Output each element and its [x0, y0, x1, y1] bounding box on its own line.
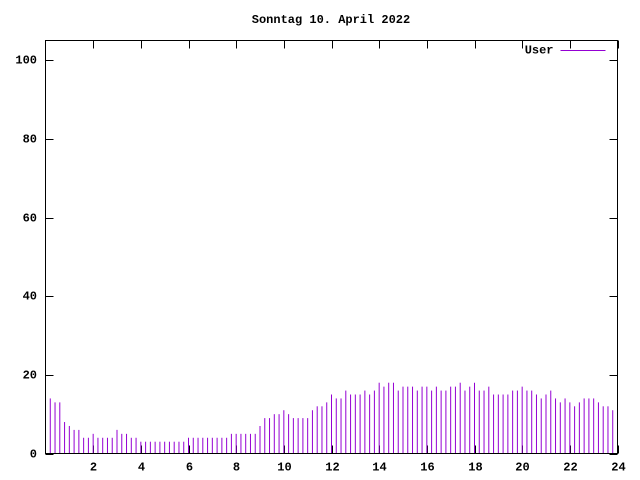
- x-tick-label: 8: [233, 461, 240, 475]
- plot-border: [45, 40, 618, 454]
- x-tick-label: 12: [325, 461, 339, 475]
- legend-label: User: [525, 44, 554, 58]
- x-tick-label: 14: [372, 461, 386, 475]
- x-tick-label: 18: [468, 461, 482, 475]
- y-tick-label: 60: [23, 212, 37, 226]
- x-tick-label: 24: [611, 461, 625, 475]
- x-tick-label: 4: [138, 461, 145, 475]
- y-tick-label: 40: [23, 290, 37, 304]
- y-tick-label: 20: [23, 369, 37, 383]
- x-tick-label: 6: [186, 461, 193, 475]
- x-tick-label: 2: [90, 461, 97, 475]
- chart-title: Sonntag 10. April 2022: [252, 13, 410, 27]
- x-tick-label: 20: [515, 461, 529, 475]
- x-tick-label: 10: [277, 461, 291, 475]
- y-tick-label: 100: [15, 54, 37, 68]
- y-tick-label: 80: [23, 133, 37, 147]
- x-tick-label: 22: [563, 461, 577, 475]
- x-tick-label: 16: [420, 461, 434, 475]
- y-tick-label: 0: [30, 448, 37, 462]
